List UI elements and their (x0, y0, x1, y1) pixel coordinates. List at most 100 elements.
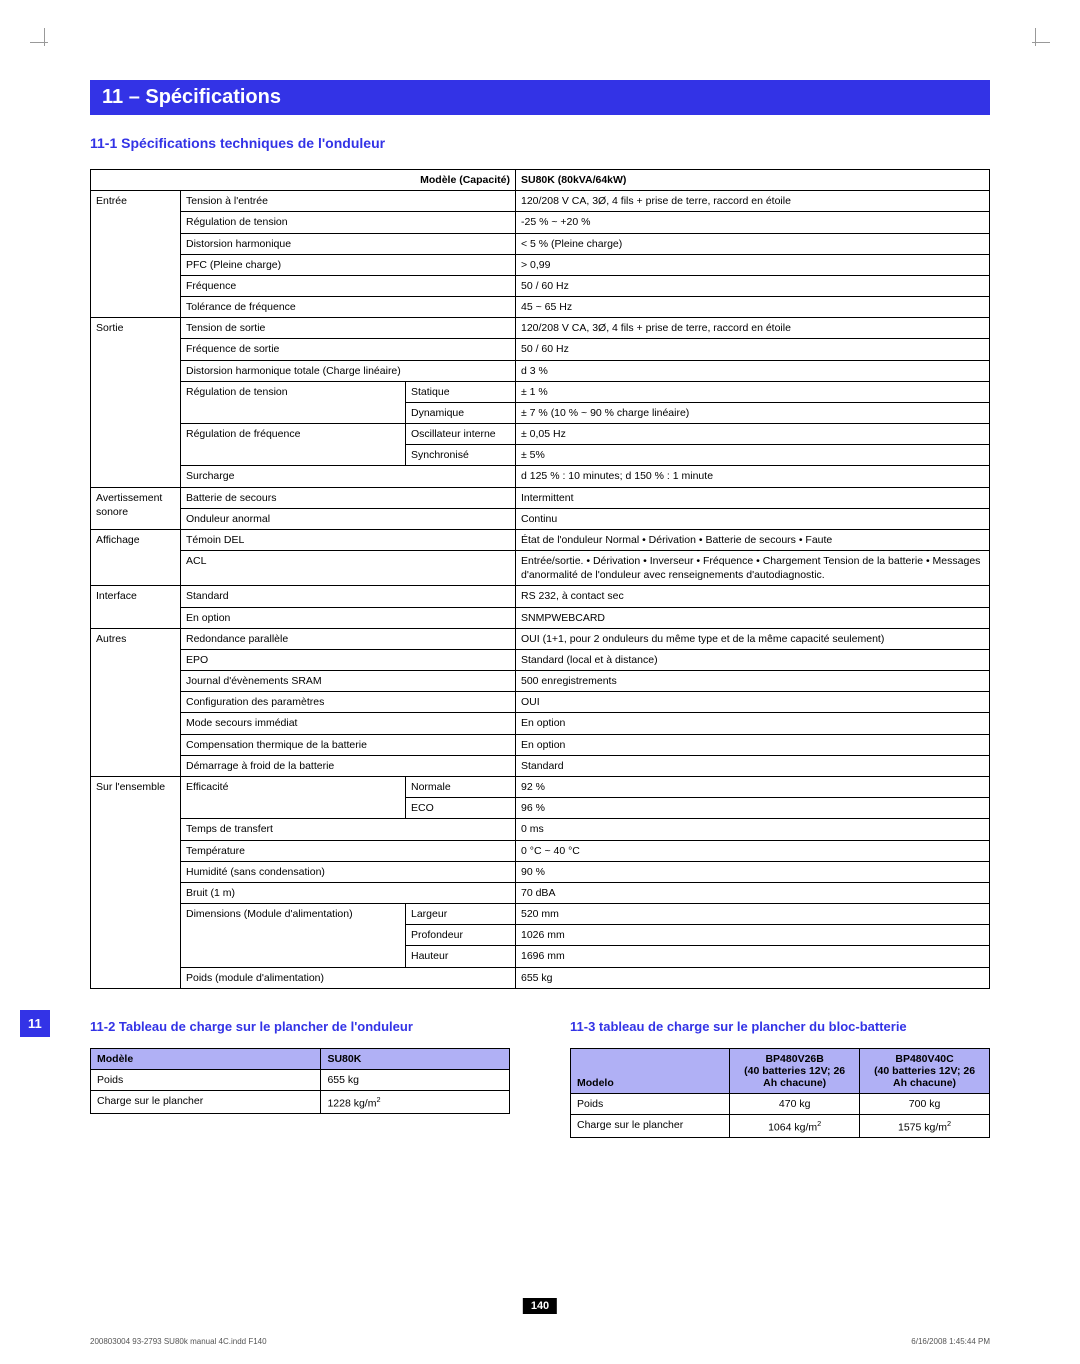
param-cell: Distorsion harmonique totale (Charge lin… (181, 360, 516, 381)
param-cell: Témoin DEL (181, 529, 516, 550)
param-cell: PFC (Pleine charge) (181, 254, 516, 275)
sub-cell: Normale (406, 776, 516, 797)
param-cell: Efficacité (181, 776, 406, 818)
crop-mark (1020, 28, 1050, 58)
section-tab: 11 (20, 1010, 50, 1037)
value-cell: RS 232, à contact sec (516, 586, 990, 607)
t3-r2c: 1575 kg/m2 (860, 1114, 990, 1138)
sub-cell: Profondeur (406, 925, 516, 946)
t3-h3: BP480V40C(40 batteries 12V; 26 Ah chacun… (860, 1048, 990, 1093)
t3-r1b: 470 kg (730, 1093, 860, 1114)
value-cell: 500 enregistrements (516, 671, 990, 692)
param-cell: Démarrage à froid de la batterie (181, 755, 516, 776)
value-cell: d 125 % : 10 minutes; d 150 % : 1 minute (516, 466, 990, 487)
value-cell: Standard (516, 755, 990, 776)
t3-r2b: 1064 kg/m2 (730, 1114, 860, 1138)
param-cell: Compensation thermique de la batterie (181, 734, 516, 755)
param-cell: Régulation de tension (181, 212, 516, 233)
group-cell: Avertissement sonore (91, 487, 181, 529)
t2-r2b: 1228 kg/m2 (321, 1090, 510, 1114)
param-cell: Régulation de fréquence (181, 424, 406, 466)
param-cell: Temps de transfert (181, 819, 516, 840)
param-cell: Distorsion harmonique (181, 233, 516, 254)
param-cell: Température (181, 840, 516, 861)
value-cell: 1026 mm (516, 925, 990, 946)
param-cell: En option (181, 607, 516, 628)
value-cell: 0 °C ~ 40 °C (516, 840, 990, 861)
param-cell: Dimensions (Module d'alimentation) (181, 904, 406, 968)
param-cell: Mode secours immédiat (181, 713, 516, 734)
floor-load-ups-table: Modèle SU80K Poids 655 kg Charge sur le … (90, 1048, 510, 1115)
sub-cell: ECO (406, 798, 516, 819)
footer-left: 200803004 93-2793 SU80k manual 4C.indd F… (90, 1337, 267, 1346)
value-cell: 45 ~ 65 Hz (516, 297, 990, 318)
value-cell: 120/208 V CA, 3Ø, 4 fils + prise de terr… (516, 318, 990, 339)
value-cell: OUI (1+1, pour 2 onduleurs du même type … (516, 628, 990, 649)
param-cell: Régulation de tension (181, 381, 406, 423)
value-cell: 50 / 60 Hz (516, 275, 990, 296)
t3-h1: Modelo (571, 1048, 730, 1093)
t2-h2: SU80K (321, 1048, 510, 1069)
value-cell: Standard (local et à distance) (516, 649, 990, 670)
spec-head-left: Modèle (Capacité) (91, 170, 516, 191)
sub-cell: Largeur (406, 904, 516, 925)
t2-r1a: Poids (91, 1069, 321, 1090)
param-cell: Tension de sortie (181, 318, 516, 339)
param-cell: Standard (181, 586, 516, 607)
sub-cell: Oscillateur interne (406, 424, 516, 445)
t2-h1: Modèle (91, 1048, 321, 1069)
subheading-11-3: 11-3 tableau de charge sur le plancher d… (570, 1019, 990, 1036)
value-cell: > 0,99 (516, 254, 990, 275)
group-cell: Affichage (91, 529, 181, 586)
value-cell: ± 5% (516, 445, 990, 466)
value-cell: En option (516, 713, 990, 734)
group-cell: Entrée (91, 191, 181, 318)
value-cell: ± 1 % (516, 381, 990, 402)
floor-load-battery-table: Modelo BP480V26B(40 batteries 12V; 26 Ah… (570, 1048, 990, 1139)
crop-mark (30, 28, 60, 58)
value-cell: 520 mm (516, 904, 990, 925)
value-cell: d 3 % (516, 360, 990, 381)
sub-cell: Dynamique (406, 402, 516, 423)
param-cell: Surcharge (181, 466, 516, 487)
param-cell: Batterie de secours (181, 487, 516, 508)
t2-r1b: 655 kg (321, 1069, 510, 1090)
value-cell: État de l'onduleur Normal • Dérivation •… (516, 529, 990, 550)
value-cell: 96 % (516, 798, 990, 819)
param-cell: Bruit (1 m) (181, 882, 516, 903)
t3-r1c: 700 kg (860, 1093, 990, 1114)
value-cell: -25 % ~ +20 % (516, 212, 990, 233)
subheading-11-2: 11-2 Tableau de charge sur le plancher d… (90, 1019, 510, 1036)
t3-r1a: Poids (571, 1093, 730, 1114)
sub-cell: Hauteur (406, 946, 516, 967)
value-cell: SNMPWEBCARD (516, 607, 990, 628)
page-number: 140 (523, 1298, 557, 1314)
param-cell: Fréquence (181, 275, 516, 296)
param-cell: Fréquence de sortie (181, 339, 516, 360)
value-cell: 0 ms (516, 819, 990, 840)
param-cell: Poids (module d'alimentation) (181, 967, 516, 988)
param-cell: Configuration des paramètres (181, 692, 516, 713)
group-cell: Sur l'ensemble (91, 776, 181, 988)
subheading-11-1: 11-1 Spécifications techniques de l'ondu… (90, 135, 990, 151)
group-cell: Sortie (91, 318, 181, 487)
section-header: 11 – Spécifications (90, 80, 990, 115)
value-cell: < 5 % (Pleine charge) (516, 233, 990, 254)
spec-table: Modèle (Capacité) SU80K (80kVA/64kW) Ent… (90, 169, 990, 989)
value-cell: 92 % (516, 776, 990, 797)
value-cell: ± 0,05 Hz (516, 424, 990, 445)
value-cell: Entrée/sortie. • Dérivation • Inverseur … (516, 551, 990, 586)
param-cell: Redondance parallèle (181, 628, 516, 649)
value-cell: 120/208 V CA, 3Ø, 4 fils + prise de terr… (516, 191, 990, 212)
value-cell: ± 7 % (10 % ~ 90 % charge linéaire) (516, 402, 990, 423)
param-cell: EPO (181, 649, 516, 670)
value-cell: En option (516, 734, 990, 755)
value-cell: Intermittent (516, 487, 990, 508)
value-cell: 70 dBA (516, 882, 990, 903)
param-cell: Humidité (sans condensation) (181, 861, 516, 882)
t3-r2a: Charge sur le plancher (571, 1114, 730, 1138)
spec-head-right: SU80K (80kVA/64kW) (516, 170, 990, 191)
t3-h2: BP480V26B(40 batteries 12V; 26 Ah chacun… (730, 1048, 860, 1093)
value-cell: 50 / 60 Hz (516, 339, 990, 360)
footer-right: 6/16/2008 1:45:44 PM (911, 1337, 990, 1346)
